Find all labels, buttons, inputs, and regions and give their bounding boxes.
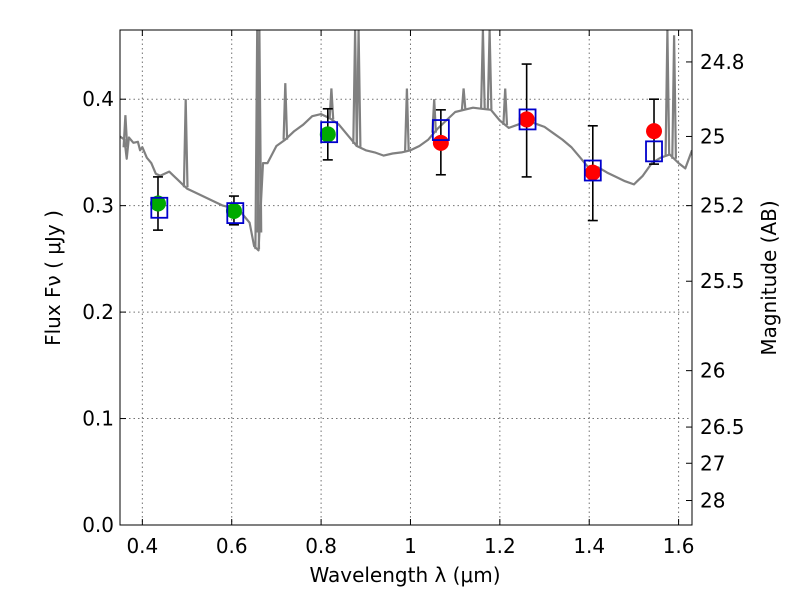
- x-axis-title: Wavelength λ (μm): [309, 563, 500, 587]
- y-tick-label: 0.2: [82, 300, 114, 324]
- y2-tick-label: 25.2: [700, 194, 745, 218]
- model-emission-line: [282, 83, 289, 140]
- model-box-marker: [150, 196, 169, 219]
- model-emission-line: [671, 35, 677, 159]
- data-point: [319, 126, 336, 143]
- error-bars: [152, 63, 660, 231]
- model-emission-line: [486, 30, 493, 110]
- model-box-marker: [320, 121, 339, 144]
- y-axis-title: Flux Fν ( μJy ): [41, 210, 65, 346]
- y-tick-label: 0.0: [82, 513, 114, 537]
- model-emission-line: [664, 30, 671, 156]
- model-emission-line: [122, 115, 129, 148]
- model-emission-line: [502, 88, 509, 126]
- x-tick-label: 0.8: [305, 534, 337, 558]
- y2-tick-label: 28: [700, 489, 725, 513]
- model-spectrum: [120, 30, 692, 252]
- axis-ticks: 0.4 0.6 0.8 1 1.2 1.4 1.6 0.0 0.1 0.2 0.3 0.4 24.8 25…: [82, 30, 745, 558]
- model-box-marker: [431, 119, 450, 141]
- model-box-marker: [645, 140, 663, 163]
- grid: [120, 30, 692, 526]
- model-emission-line: [328, 88, 335, 120]
- model-emission-line: [355, 30, 362, 147]
- y-tick-label: 0.3: [82, 194, 114, 218]
- y2-tick-label: 26: [700, 359, 725, 383]
- x-tick-label: 1.6: [663, 534, 695, 558]
- x-tick-label: 1: [404, 534, 417, 558]
- data-point: [432, 134, 449, 151]
- y2-tick-label: 24.8: [700, 50, 745, 74]
- data-markers: [149, 108, 663, 224]
- y2-tick-label: 25.5: [700, 269, 745, 293]
- data-point: [646, 123, 663, 140]
- model-emission-line: [182, 99, 189, 188]
- x-tick-label: 1.4: [573, 534, 605, 558]
- model-emission-line: [480, 30, 486, 109]
- x-tick-label: 1.2: [484, 534, 516, 558]
- model-emission-line: [404, 88, 410, 152]
- model-emission-line: [352, 30, 358, 144]
- data-point: [225, 202, 242, 219]
- model-box-marker: [226, 202, 245, 224]
- data-point: [518, 111, 535, 128]
- model-emission-line: [256, 30, 263, 233]
- y2-tick-label: 27: [700, 451, 725, 475]
- y2-tick-label: 25: [700, 124, 725, 148]
- y-tick-label: 0.1: [82, 407, 114, 431]
- plot-frame: [119, 29, 693, 526]
- data-point: [149, 195, 166, 212]
- x-tick-label: 0.6: [216, 534, 248, 558]
- model-box-marker: [518, 108, 537, 131]
- y-tick-label: 0.4: [82, 87, 114, 111]
- data-point: [584, 164, 601, 181]
- x-tick-label: 0.4: [126, 534, 158, 558]
- model-emission-line: [460, 88, 467, 110]
- model-box-marker: [583, 159, 602, 182]
- y2-axis-title: Magnitude (AB): [757, 200, 781, 355]
- y2-tick-label: 26.5: [700, 415, 745, 439]
